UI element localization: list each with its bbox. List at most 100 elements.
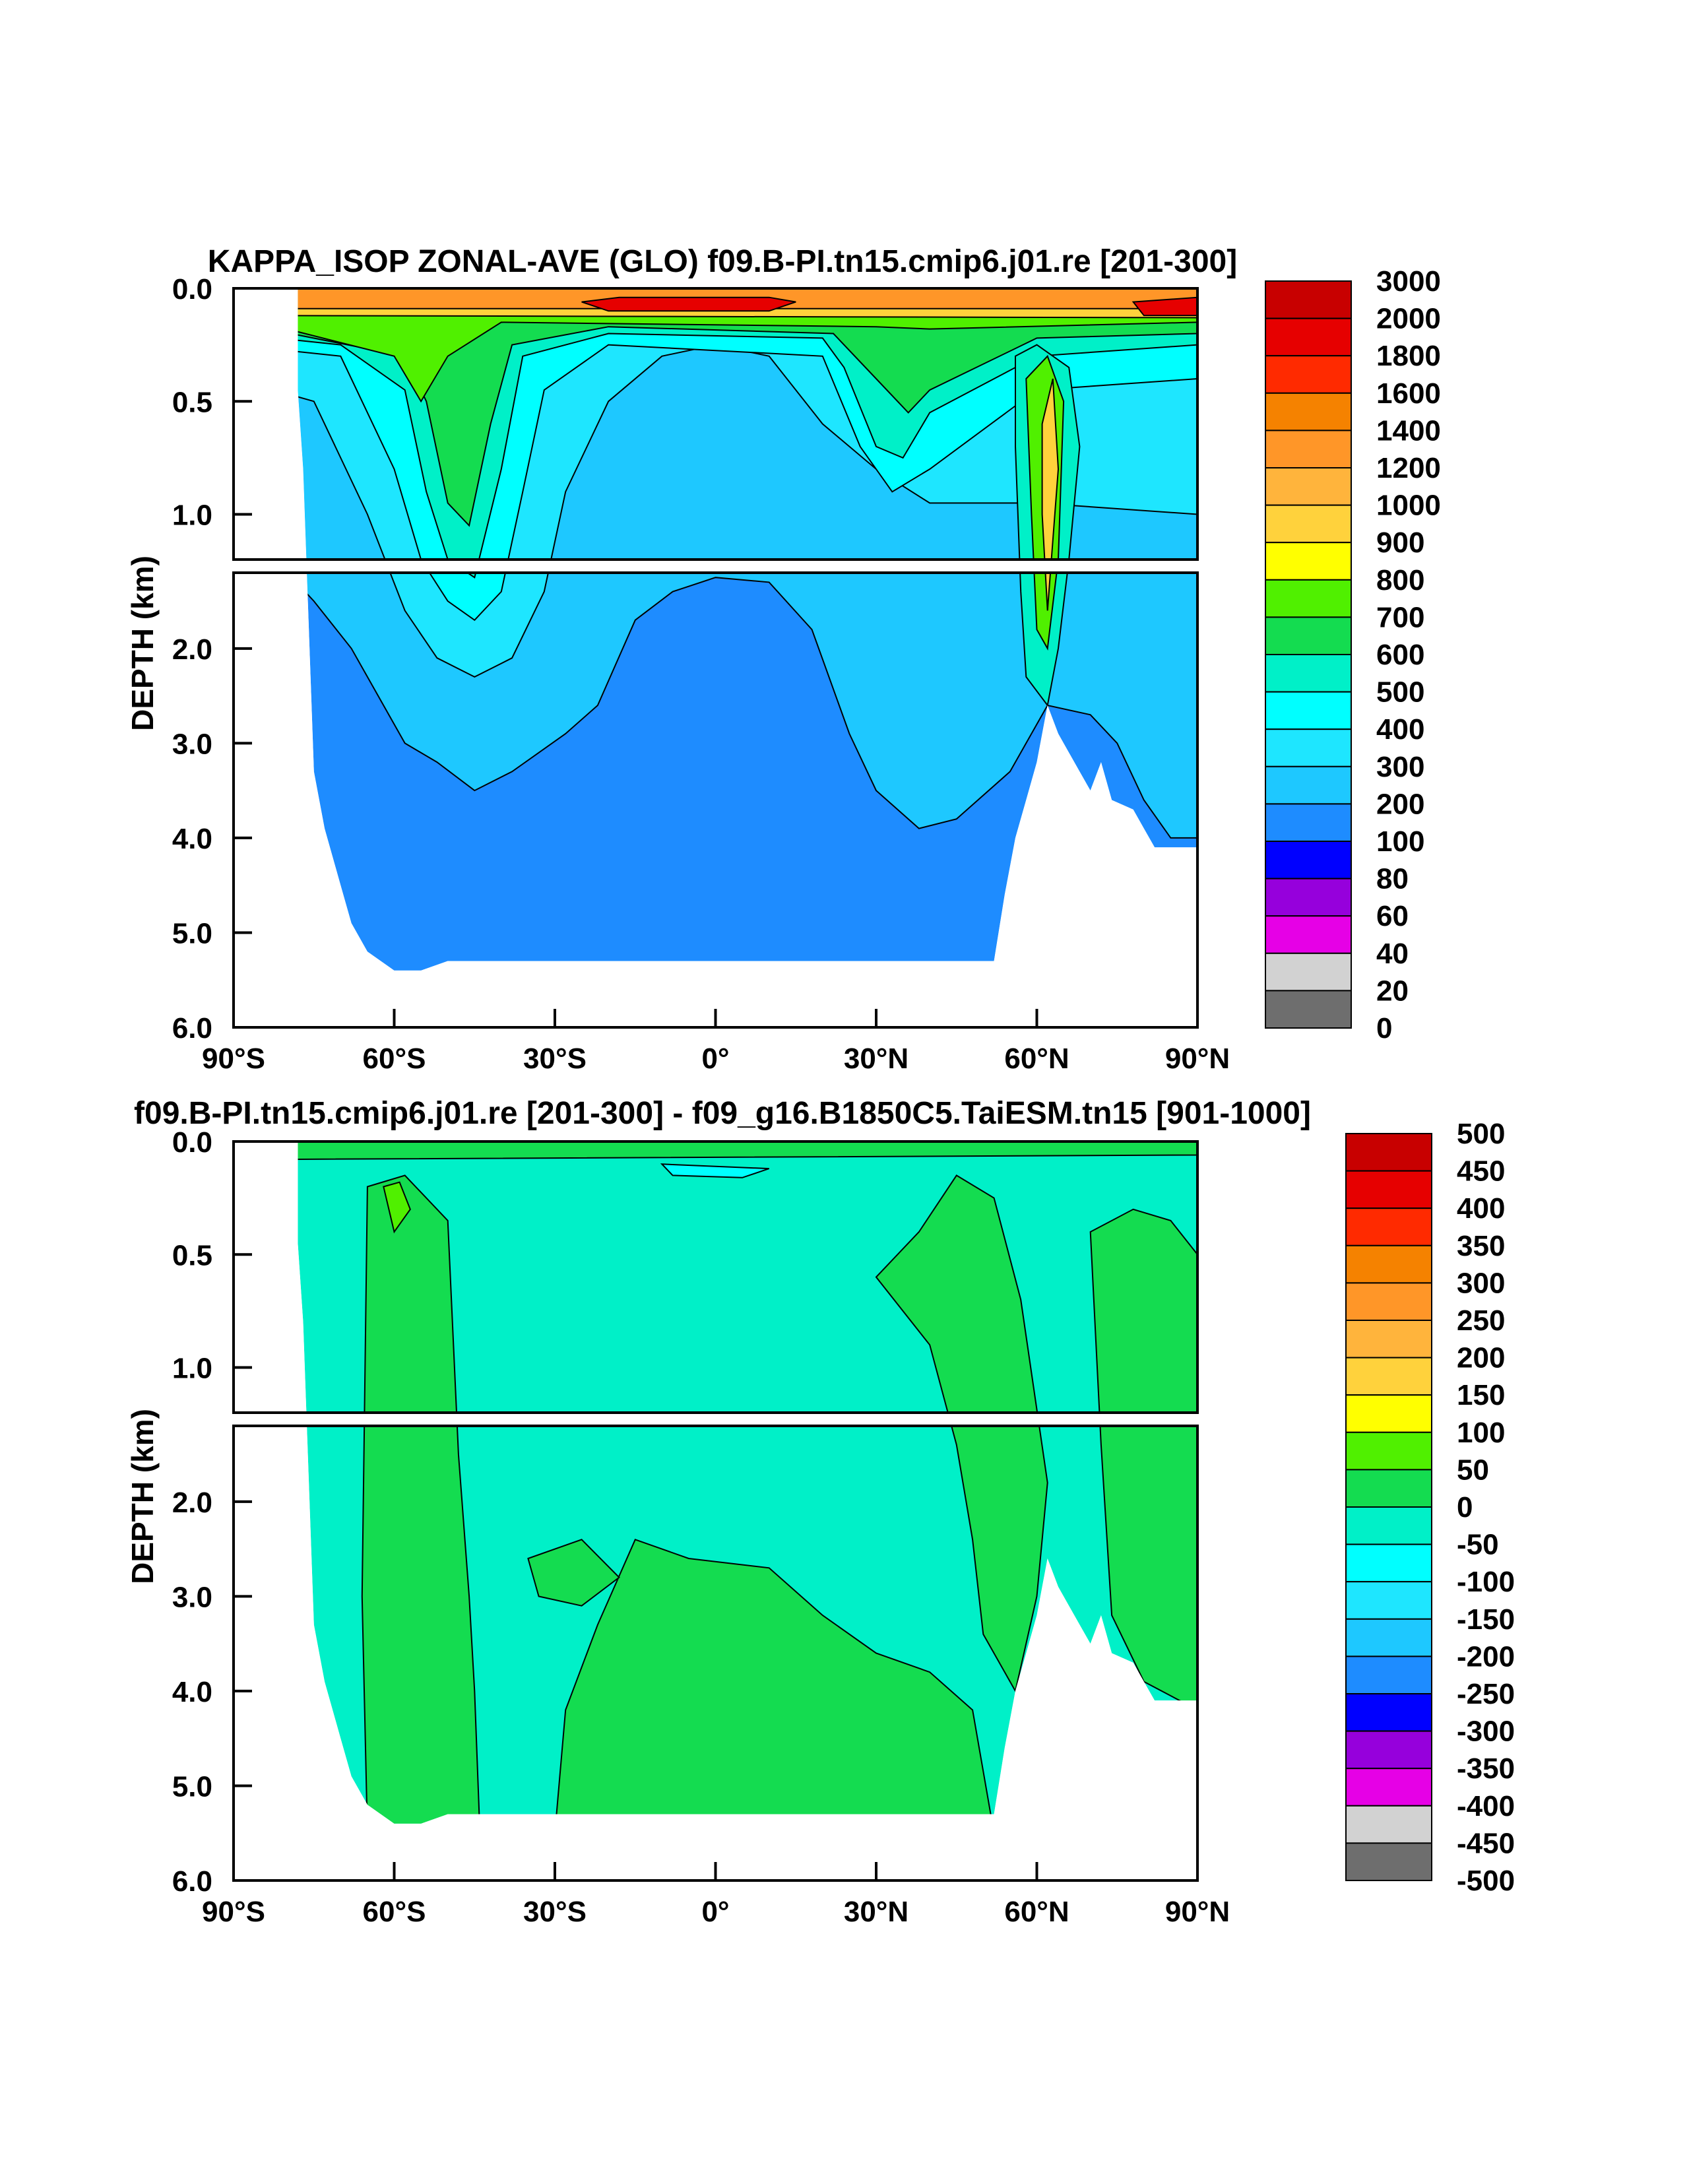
colorbar-swatch [1345, 1357, 1432, 1396]
colorbar-swatch [1345, 1655, 1432, 1694]
y-tick-label: 1.0 [172, 499, 212, 532]
colorbar-label: -450 [1457, 1827, 1515, 1859]
y-tick-label: 0.0 [172, 273, 212, 305]
colorbar-swatch [1265, 915, 1352, 954]
x-tick-label: 30°N [844, 1896, 908, 1928]
contour-fill-2000 [581, 296, 796, 312]
x-tick-label: 60°N [1004, 1896, 1069, 1928]
colorbar-label: 3000 [1376, 265, 1441, 298]
colorbar-swatch [1265, 392, 1352, 432]
x-tick-label: 30°S [523, 1896, 587, 1928]
panel-kappa-isop: KAPPA_ISOP ZONAL-AVE (GLO) f09.B-PI.tn15… [125, 244, 1441, 1075]
contour-fill-0-surface [298, 1141, 1197, 1161]
colorbar-label: 400 [1457, 1192, 1505, 1225]
colorbar-label: 0 [1376, 1012, 1392, 1044]
x-tick-label: 90°N [1165, 1043, 1230, 1075]
contour-fill-0-arctic [1089, 1208, 1197, 1712]
y-tick-label: 0.5 [172, 386, 212, 418]
contour-fill-50 [383, 1181, 411, 1234]
contour-fill-minus100 [660, 1163, 770, 1178]
colorbar-swatch [1345, 1207, 1432, 1246]
colorbar-label: 450 [1457, 1155, 1505, 1188]
colorbar-swatch [1265, 952, 1352, 992]
colorbar-label: 500 [1457, 1118, 1505, 1150]
x-tick-label: 90°N [1165, 1896, 1230, 1928]
chart-title: KAPPA_ISOP ZONAL-AVE (GLO) f09.B-PI.tn15… [208, 244, 1237, 279]
contour-fill-0-nh [875, 1174, 1048, 1693]
x-tick-label: 60°S [363, 1043, 426, 1075]
colorbar-swatch [1345, 1618, 1432, 1657]
colorbar-swatch [1345, 1431, 1432, 1471]
colorbar-swatch [1265, 280, 1352, 319]
axis-break-gap [232, 1413, 1199, 1426]
contour-fill-2000-north [1131, 296, 1197, 317]
x-tick-label: 0° [701, 1896, 729, 1928]
colorbar-swatch [1265, 803, 1352, 843]
y-axis-label: DEPTH (km) [125, 1409, 160, 1584]
colorbar-label: 1200 [1376, 452, 1441, 484]
colorbar-swatch [1265, 317, 1352, 357]
colorbar-swatch [1265, 691, 1352, 730]
colorbar-swatch [1345, 1244, 1432, 1284]
colorbar-label: 80 [1376, 863, 1409, 895]
colorbar-swatch [1265, 430, 1352, 469]
colorbar-swatch [1265, 728, 1352, 767]
x-tick-label: 30°N [844, 1043, 908, 1075]
colorbar-label: 0 [1457, 1491, 1473, 1524]
colorbar-label: 250 [1457, 1304, 1505, 1337]
colorbar-swatch [1345, 1543, 1432, 1583]
colorbar-label: 60 [1376, 900, 1409, 932]
panel-difference: f09.B-PI.tn15.cmip6.j01.re [201-300] - f… [125, 1096, 1515, 1928]
colorbar-label: -50 [1457, 1529, 1499, 1561]
y-tick-label: 5.0 [172, 1770, 212, 1803]
land-mask [234, 288, 1197, 1027]
colorbar-swatch [1345, 1693, 1432, 1732]
plot-frame-upper [232, 1140, 1199, 1414]
y-tick-label: 2.0 [172, 1487, 212, 1519]
colorbar-label: 2000 [1376, 303, 1441, 335]
colorbar-swatch [1345, 1842, 1432, 1881]
y-tick-label: 6.0 [172, 1865, 212, 1898]
colorbar-label: -100 [1457, 1566, 1515, 1598]
y-tick-label: 5.0 [172, 917, 212, 949]
colorbar-swatch [1265, 542, 1352, 581]
colorbar-label: 200 [1457, 1342, 1505, 1374]
contour-fill-0-sh [361, 1174, 481, 1824]
colorbar-label: 600 [1376, 639, 1424, 671]
colorbar-label: 700 [1376, 601, 1424, 633]
colorbar-swatch [1345, 1805, 1432, 1844]
axis-break-gap [232, 560, 1199, 573]
colorbar-swatch [1265, 579, 1352, 618]
y-tick-label: 4.0 [172, 1676, 212, 1708]
y-tick-label: 0.5 [172, 1239, 212, 1271]
colorbar-label: 1000 [1376, 490, 1441, 522]
colorbar-label: -400 [1457, 1790, 1515, 1822]
colorbar-swatch [1265, 765, 1352, 805]
y-axis-label: DEPTH (km) [125, 556, 160, 731]
land-mask [234, 1141, 1197, 1880]
colorbar-swatch [1265, 654, 1352, 693]
y-tick-label: 1.0 [172, 1353, 212, 1385]
colorbar-label: 500 [1376, 676, 1424, 709]
colorbar-swatch [1345, 1133, 1432, 1172]
y-tick-label: 2.0 [172, 633, 212, 666]
colorbar-swatch [1345, 1282, 1432, 1322]
x-tick-label: 90°S [202, 1043, 265, 1075]
colorbar-swatch [1345, 1581, 1432, 1620]
colorbar-label: 300 [1457, 1267, 1505, 1299]
y-tick-label: 6.0 [172, 1012, 212, 1044]
colorbar-swatch [1265, 841, 1352, 880]
colorbar-label: 150 [1457, 1379, 1505, 1411]
colorbar-swatch [1345, 1768, 1432, 1807]
colorbar-label: 400 [1376, 713, 1424, 746]
colorbar-label: -200 [1457, 1640, 1515, 1673]
colorbar-label: 300 [1376, 751, 1424, 783]
colorbar-label: -250 [1457, 1678, 1515, 1710]
x-tick-label: 60°S [363, 1896, 426, 1928]
y-tick-label: 4.0 [172, 823, 212, 855]
y-tick-label: 3.0 [172, 728, 212, 760]
colorbar-swatch [1265, 504, 1352, 544]
contour-fill-0-patch [527, 1539, 620, 1607]
colorbar-swatch [1345, 1320, 1432, 1359]
colorbar-swatch [1265, 616, 1352, 656]
